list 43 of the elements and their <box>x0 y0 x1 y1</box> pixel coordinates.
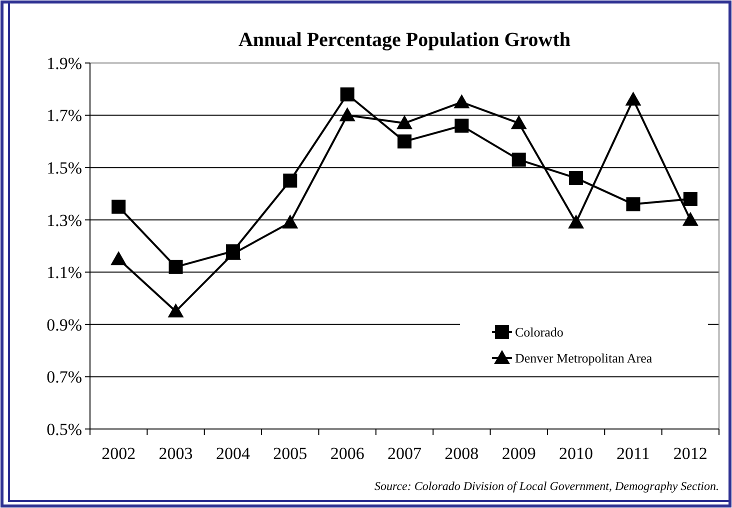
y-tick-label: 1.1% <box>46 263 82 282</box>
point <box>454 118 469 133</box>
legend-label: Colorado <box>515 324 564 340</box>
point <box>569 171 584 186</box>
point <box>110 251 127 266</box>
source-note: Source: Colorado Division of Local Government, Demography Section. <box>374 479 719 493</box>
legend-label: Denver Metropolitan Area <box>515 350 652 366</box>
point <box>112 200 126 214</box>
point <box>396 115 412 130</box>
point <box>626 197 640 212</box>
y-tick-label: 1.5% <box>46 158 82 178</box>
point <box>568 214 584 228</box>
x-tick-label: 2003 <box>158 444 193 463</box>
point <box>682 212 698 226</box>
point <box>512 152 526 167</box>
x-tick-label: 2004 <box>216 444 250 463</box>
point <box>282 214 298 228</box>
chart-title: Annual Percentage Population Growth <box>238 29 571 51</box>
point <box>510 115 527 130</box>
y-tick-label: 1.7% <box>46 106 82 126</box>
x-tick-label: 2011 <box>616 444 650 463</box>
y-tick-label: 0.5% <box>46 420 82 439</box>
x-tick-label: 2009 <box>502 444 536 463</box>
x-tick-label: 2008 <box>444 444 479 463</box>
x-tick-label: 2005 <box>273 444 308 463</box>
point <box>168 260 183 274</box>
x-tick-label: 2012 <box>673 444 708 463</box>
point <box>683 192 698 206</box>
point <box>168 303 184 318</box>
point <box>283 174 298 188</box>
point <box>398 134 412 148</box>
y-tick-label: 1.9% <box>46 54 82 73</box>
point <box>625 92 642 106</box>
x-tick-label: 2010 <box>559 444 594 463</box>
point <box>340 87 354 102</box>
y-tick-label: 0.7% <box>46 368 82 387</box>
x-tick-label: 2002 <box>102 444 136 463</box>
point <box>454 94 470 108</box>
x-tick-label: 2007 <box>388 444 422 463</box>
x-tick-label: 2006 <box>330 444 364 463</box>
y-tick-label: 0.9% <box>46 315 82 334</box>
y-tick-label: 1.3% <box>46 210 82 230</box>
point <box>339 107 356 122</box>
